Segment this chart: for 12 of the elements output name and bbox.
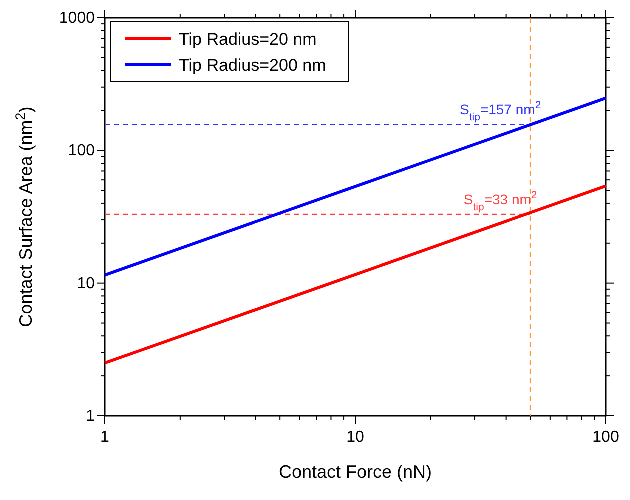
x-tick-label: 100 bbox=[592, 429, 620, 446]
ref-line-label: S$_{tip}$=157 nm$^{2}$ bbox=[460, 100, 542, 124]
y-tick-label: 1 bbox=[86, 408, 96, 425]
x-axis-title: Contact Force (nN) bbox=[278, 462, 432, 482]
y-tick-label: 10 bbox=[77, 275, 96, 292]
y-tick-label: 100 bbox=[68, 142, 96, 160]
ref-line-label: S$_{tip}$=33 nm$^{2}$ bbox=[464, 190, 538, 214]
x-tick-label: 1 bbox=[100, 429, 110, 446]
y-tick-label: 1000 bbox=[59, 10, 96, 27]
legend-label: Tip Radius=200 nm bbox=[179, 56, 326, 75]
legend-label: Tip Radius=20 nm bbox=[179, 30, 317, 49]
x-tick-label: 10 bbox=[346, 429, 364, 446]
